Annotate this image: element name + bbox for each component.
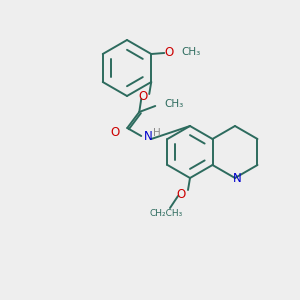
Text: H: H [153,128,161,138]
Text: CH₃: CH₃ [181,47,200,57]
Text: O: O [139,91,148,103]
Text: O: O [111,125,120,139]
Text: N: N [144,130,153,143]
Text: O: O [176,188,186,200]
Text: O: O [165,46,174,59]
Text: CH₃: CH₃ [164,99,184,109]
Text: CH₂CH₃: CH₂CH₃ [149,209,183,218]
Text: N: N [232,172,242,185]
